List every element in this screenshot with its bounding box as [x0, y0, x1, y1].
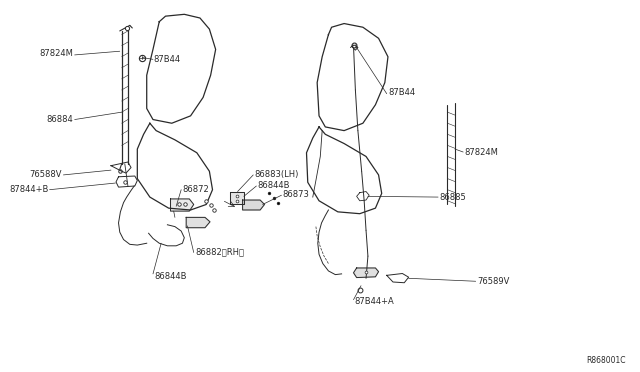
Text: 86885: 86885: [439, 193, 466, 202]
Text: 86872: 86872: [182, 185, 209, 194]
Polygon shape: [353, 268, 379, 278]
Text: 87B44: 87B44: [154, 55, 180, 64]
Text: 86884: 86884: [47, 115, 74, 124]
Text: 86882〈RH〉: 86882〈RH〉: [195, 247, 244, 256]
Text: R868001C: R868001C: [587, 356, 626, 365]
Text: 87824M: 87824M: [465, 148, 499, 157]
Polygon shape: [230, 192, 244, 205]
Polygon shape: [186, 217, 210, 228]
Text: 86883(LH): 86883(LH): [255, 170, 299, 179]
Polygon shape: [170, 199, 194, 211]
Text: 86873: 86873: [283, 190, 310, 199]
Text: 87844+B: 87844+B: [9, 185, 49, 194]
Polygon shape: [243, 200, 264, 210]
Text: 86844B: 86844B: [155, 272, 188, 281]
Text: 87B44+A: 87B44+A: [355, 297, 394, 306]
Text: 87824M: 87824M: [40, 49, 74, 58]
Text: 76588V: 76588V: [29, 170, 62, 179]
Text: 86844B: 86844B: [258, 181, 290, 190]
Text: 87B44: 87B44: [388, 89, 415, 97]
Text: 76589V: 76589V: [477, 277, 509, 286]
